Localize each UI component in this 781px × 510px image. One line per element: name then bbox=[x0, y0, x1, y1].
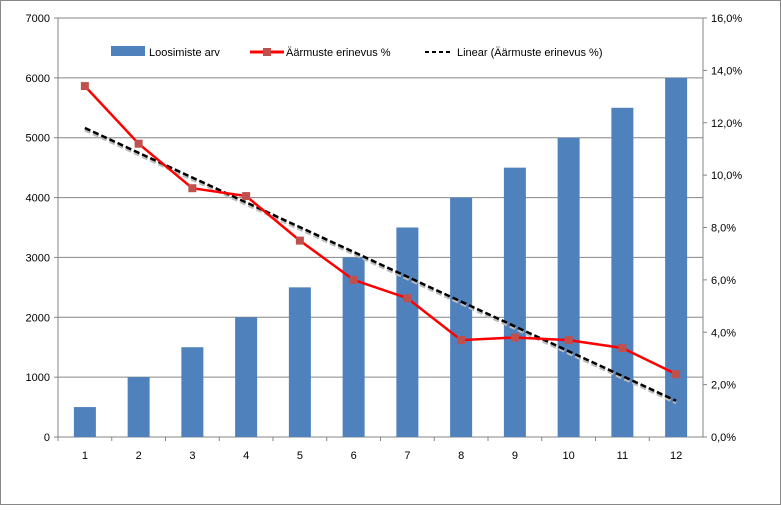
y2-tick-label: 6,0% bbox=[711, 275, 736, 287]
line-marker bbox=[457, 336, 466, 345]
line-marker bbox=[80, 82, 89, 91]
x-tick-label: 4 bbox=[243, 450, 249, 462]
bar bbox=[288, 287, 311, 437]
line-marker bbox=[295, 236, 304, 245]
line-marker bbox=[349, 275, 358, 284]
line-marker bbox=[134, 139, 143, 148]
x-tick-label: 10 bbox=[563, 450, 575, 462]
y2-tick-label: 4,0% bbox=[711, 327, 736, 339]
legend-swatch-bars bbox=[111, 46, 145, 56]
bar bbox=[342, 257, 365, 437]
x-tick-label: 7 bbox=[404, 450, 410, 462]
x-tick-label: 3 bbox=[189, 450, 195, 462]
x-tick-label: 5 bbox=[297, 450, 303, 462]
trendline-shadow bbox=[84, 128, 677, 405]
y2-tick-label: 2,0% bbox=[711, 380, 736, 392]
y2-tick-label: 16,0% bbox=[711, 13, 742, 25]
x-tick-label: 6 bbox=[351, 450, 357, 462]
y-tick-label: 3000 bbox=[26, 252, 50, 264]
line-marker bbox=[564, 336, 573, 345]
bar bbox=[557, 137, 580, 437]
line-marker bbox=[672, 370, 681, 379]
trendline bbox=[84, 126, 677, 402]
bar bbox=[611, 107, 634, 438]
line-marker bbox=[242, 192, 251, 201]
line-marker bbox=[510, 333, 519, 342]
bar bbox=[181, 347, 204, 437]
legend-label-bars: Loosimiste arv bbox=[149, 47, 220, 59]
y2-tick-label: 14,0% bbox=[711, 65, 742, 77]
y-tick-label: 6000 bbox=[26, 73, 50, 85]
y2-tick-label: 0,0% bbox=[711, 432, 736, 444]
x-tick-label: 8 bbox=[458, 450, 464, 462]
legend-label-line: Äärmuste erinevus % bbox=[286, 47, 391, 59]
bar bbox=[235, 317, 258, 437]
legend-marker bbox=[263, 48, 271, 56]
bar bbox=[450, 197, 473, 437]
x-tick-label: 1 bbox=[82, 450, 88, 462]
bar bbox=[73, 407, 96, 437]
y2-tick-label: 12,0% bbox=[711, 118, 742, 130]
line-marker bbox=[618, 343, 627, 352]
legend-label-trend: Linear (Äärmuste erinevus %) bbox=[457, 47, 603, 59]
bar bbox=[665, 77, 688, 437]
x-tick-label: 11 bbox=[617, 450, 628, 462]
y-tick-label: 1000 bbox=[26, 372, 50, 384]
y-tick-label: 0 bbox=[44, 432, 50, 444]
y-tick-label: 7000 bbox=[26, 13, 50, 25]
bar bbox=[127, 377, 150, 437]
y2-tick-label: 8,0% bbox=[711, 223, 736, 235]
line-marker bbox=[188, 184, 197, 193]
series-line bbox=[83, 85, 677, 376]
y-tick-label: 4000 bbox=[26, 193, 50, 205]
x-tick-label: 12 bbox=[670, 450, 682, 462]
x-tick-label: 9 bbox=[512, 450, 518, 462]
x-tick-label: 2 bbox=[136, 450, 142, 462]
bar bbox=[503, 167, 526, 437]
legend: Loosimiste arv Äärmuste erinevus % Linea… bbox=[111, 46, 603, 59]
y2-tick-label: 10,0% bbox=[711, 170, 742, 182]
y-tick-label: 5000 bbox=[26, 133, 50, 145]
bar bbox=[396, 227, 419, 437]
line-marker bbox=[403, 294, 412, 303]
y-tick-label: 2000 bbox=[26, 312, 50, 324]
